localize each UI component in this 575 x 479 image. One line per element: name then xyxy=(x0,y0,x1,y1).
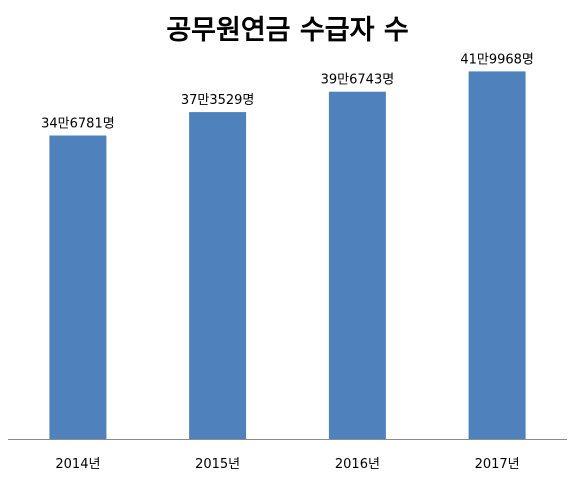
category-label-0: 2014년 xyxy=(55,457,100,472)
category-label-1: 2015년 xyxy=(195,457,240,472)
bar-0 xyxy=(49,135,107,439)
data-label-0: 34만6781명 xyxy=(41,117,115,132)
bar-1 xyxy=(189,112,247,439)
data-label-3: 41만9968명 xyxy=(460,52,534,67)
chart-title: 공무원연금 수급자 수 xyxy=(166,15,409,46)
bar-2 xyxy=(328,91,386,439)
category-label-3: 2017년 xyxy=(475,457,520,472)
category-label-2: 2016년 xyxy=(335,457,380,472)
data-label-1: 37만3529명 xyxy=(181,93,255,108)
bar-3 xyxy=(468,71,526,440)
data-label-2: 39만6743명 xyxy=(321,73,395,88)
